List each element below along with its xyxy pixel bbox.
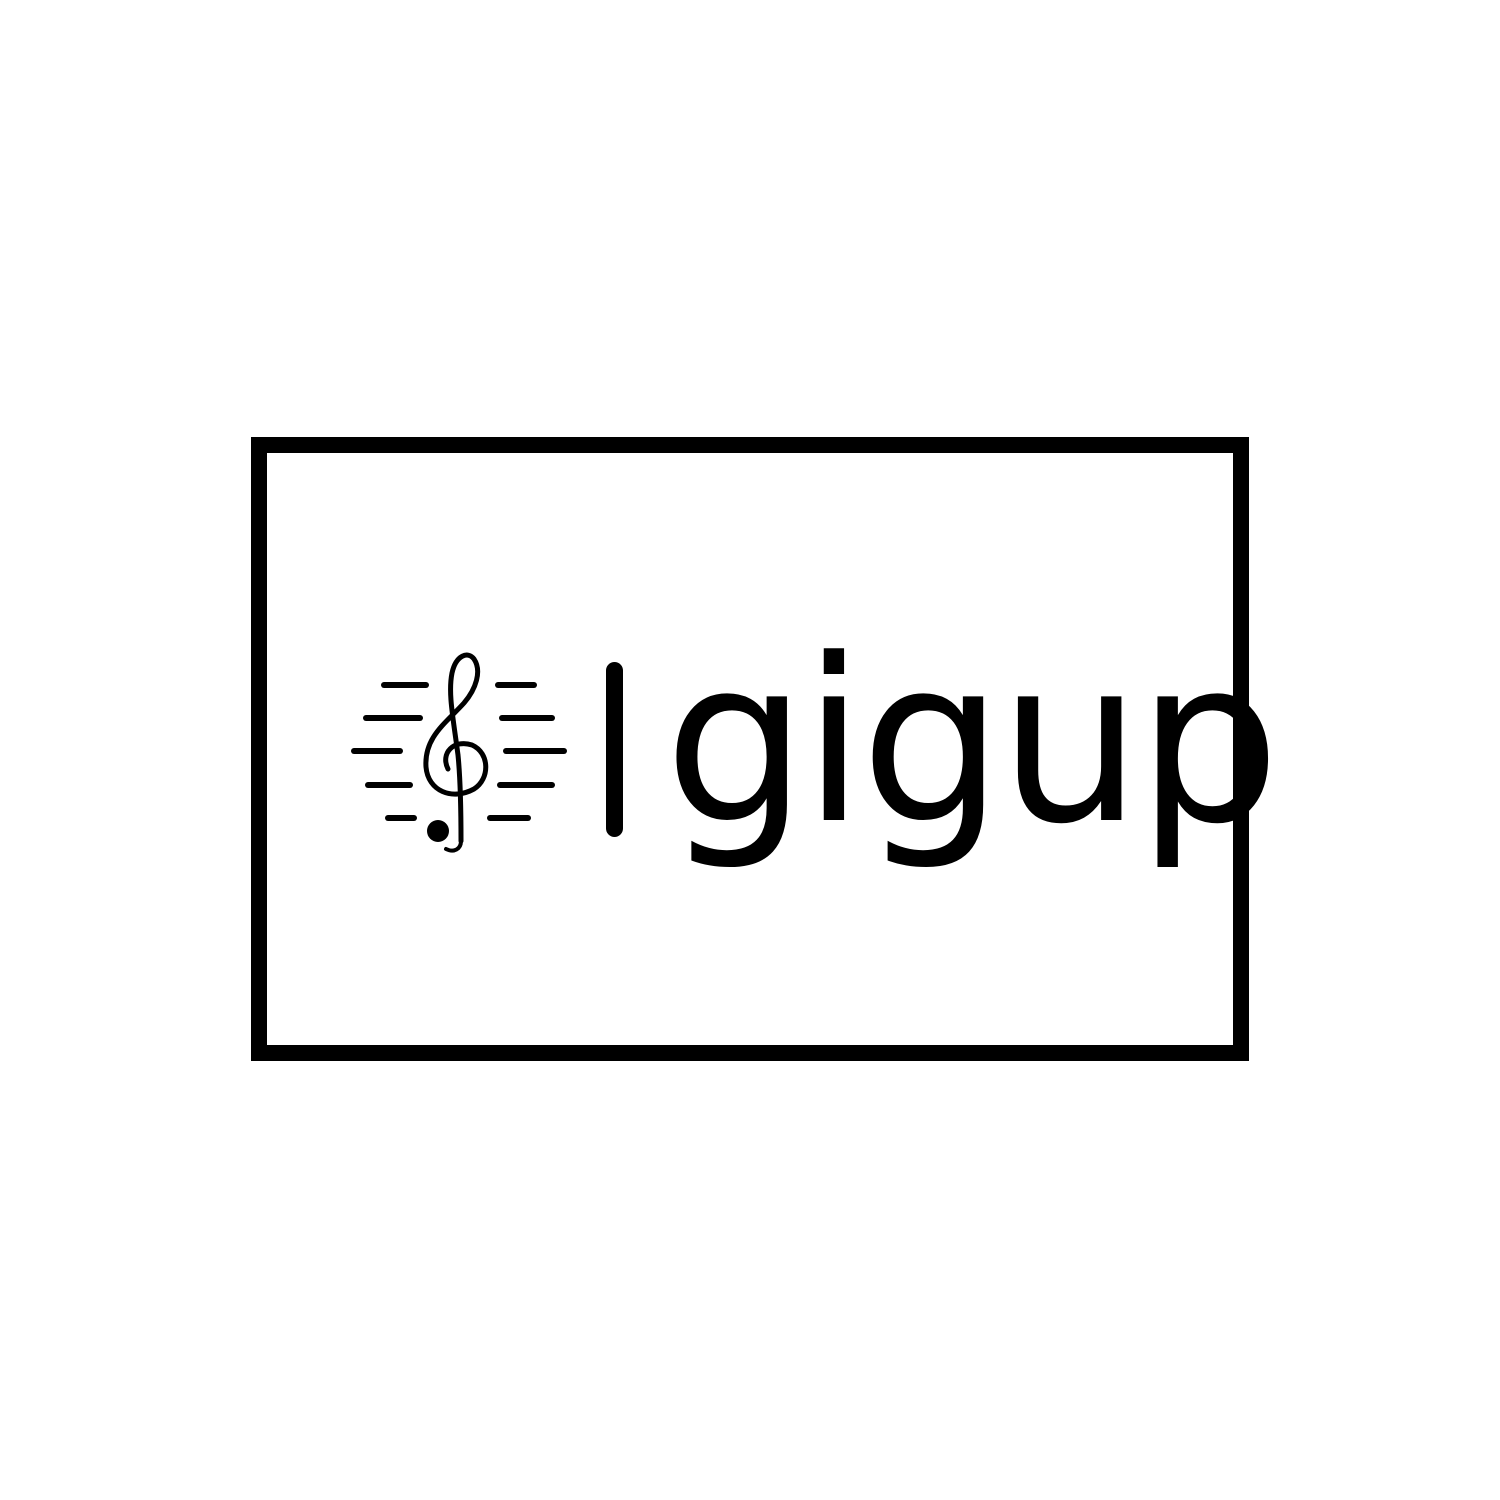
treble-clef-staff-icon <box>351 652 567 853</box>
logo-frame <box>251 437 1249 1061</box>
brand-wordmark: gigup <box>664 611 1280 874</box>
logo-divider <box>606 662 623 837</box>
